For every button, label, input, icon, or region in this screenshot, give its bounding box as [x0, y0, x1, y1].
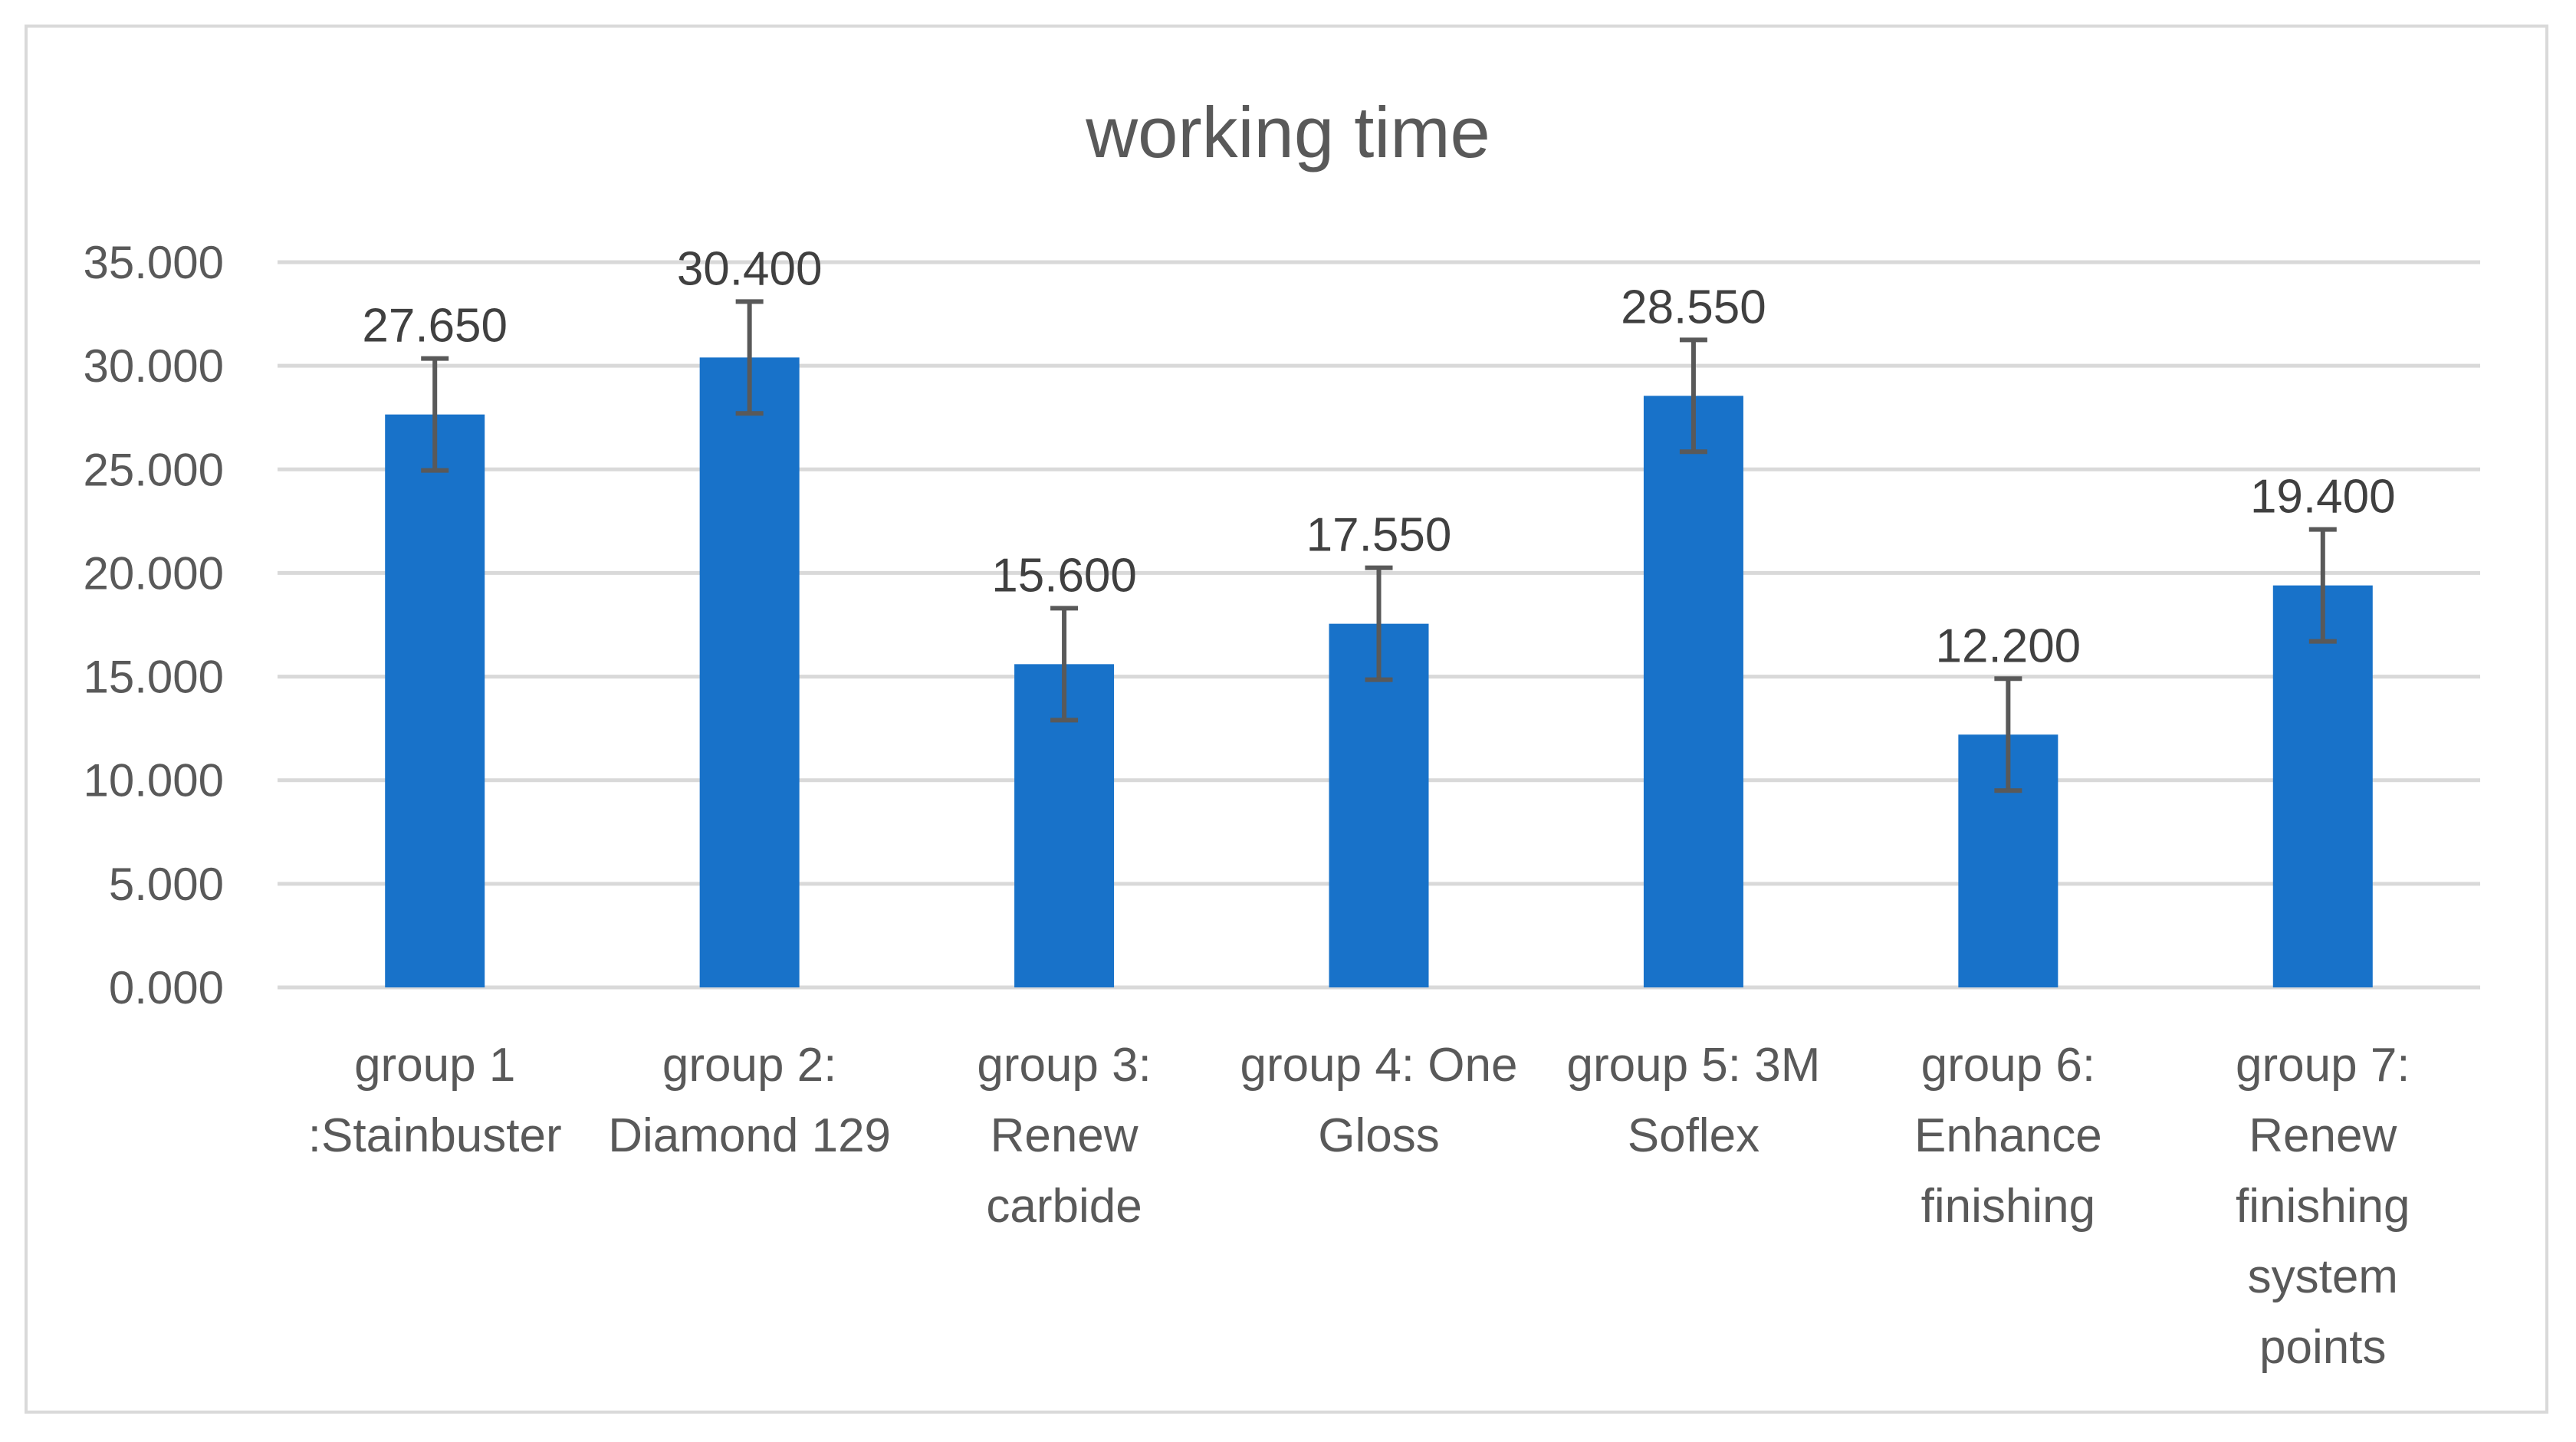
category-label-line: finishing [1921, 1180, 2095, 1233]
y-tick-label: 15.000 [83, 652, 224, 703]
data-label: 12.200 [1936, 619, 2082, 672]
data-label: 19.400 [2250, 471, 2396, 524]
error-bar [735, 299, 764, 416]
category-label: group 7: Renew finishing system points [2236, 1039, 2410, 1374]
category-label-line: group 4: One [1240, 1039, 1518, 1092]
data-label: 30.400 [677, 242, 823, 295]
category-label-line: group 1 [354, 1039, 515, 1092]
bar [1643, 396, 1743, 987]
category-label-line: Renew [2249, 1109, 2397, 1162]
category-label-line: points [2259, 1321, 2386, 1374]
category-label-line: group 3: [977, 1039, 1152, 1092]
bar [1329, 623, 1429, 987]
category-label-line: Gloss [1318, 1109, 1439, 1162]
y-tick-label: 35.000 [83, 237, 224, 288]
y-tick-label: 0.000 [109, 962, 224, 1013]
category-label-line: :Stainbuster [308, 1109, 562, 1162]
y-axis-ticks: 0.000 5.000 10.000 15.000 20.000 25.000 30.000… [83, 237, 224, 1013]
error-bar [421, 356, 449, 473]
category-label-line: Enhance [1914, 1109, 2102, 1162]
error-bar [1994, 676, 2022, 793]
bar [699, 357, 800, 987]
error-bar [1679, 337, 1707, 455]
y-tick-label: 20.000 [83, 547, 224, 599]
data-label: 28.550 [1621, 281, 1766, 333]
category-label: group 6: Enhance finishing [1914, 1039, 2102, 1233]
category-label: group 5: 3M Soflex [1566, 1039, 1820, 1162]
error-bar [1365, 565, 1393, 682]
y-tick-label: 30.000 [83, 340, 224, 392]
category-label-line: group 5: 3M [1566, 1039, 1820, 1092]
category-label-line: group 6: [1921, 1039, 2096, 1092]
error-bar [1050, 606, 1079, 723]
data-labels: 27.650 30.400 15.600 17.550 28.550 12.200 19.4… [362, 242, 2395, 672]
category-label-line: system [2248, 1250, 2398, 1303]
bars [385, 357, 2373, 987]
error-bars [421, 299, 2337, 793]
category-label-line: carbide [986, 1180, 1142, 1233]
data-label: 17.550 [1306, 509, 1452, 562]
category-label: group 2: Diamond 129 [608, 1039, 891, 1162]
category-label: group 3: Renew carbide [977, 1039, 1152, 1233]
data-label: 27.650 [362, 300, 508, 353]
error-bar [2308, 527, 2337, 644]
y-tick-label: 25.000 [83, 444, 224, 495]
category-label-line: group 2: [662, 1039, 837, 1092]
y-tick-label: 5.000 [109, 859, 224, 910]
category-label-line: Soflex [1628, 1109, 1760, 1162]
category-label: group 4: One Gloss [1240, 1039, 1518, 1162]
data-label: 15.600 [991, 549, 1137, 602]
bar [385, 414, 485, 987]
category-label-line: group 7: [2236, 1039, 2410, 1092]
chart-title: working time [1085, 92, 1490, 172]
y-tick-label: 10.000 [83, 755, 224, 806]
category-label-line: finishing [2236, 1180, 2410, 1233]
category-label: group 1 :Stainbuster [308, 1039, 562, 1162]
category-label-line: Renew [991, 1109, 1138, 1162]
category-label-line: Diamond 129 [608, 1109, 891, 1162]
bar [2272, 585, 2373, 987]
